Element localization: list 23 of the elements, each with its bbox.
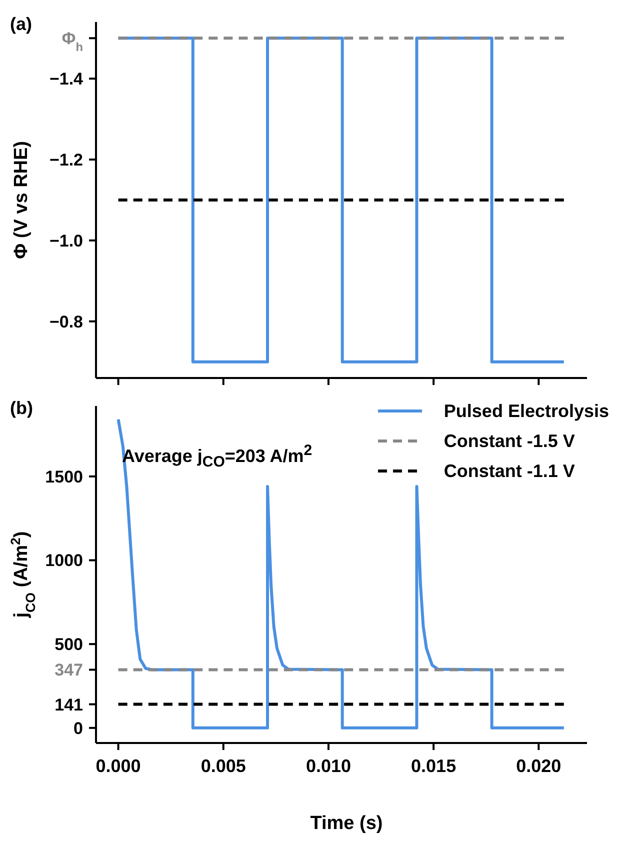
y-tick-label: −0.8 [49, 312, 83, 332]
legend-label: Constant -1.5 V [444, 430, 575, 450]
legend-label: Pulsed Electrolysis [444, 400, 609, 420]
x-axis-title: Time (s) [310, 813, 383, 834]
y-tick-label: 1500 [45, 467, 83, 486]
y-tick-label: −1.4 [49, 70, 84, 89]
y-tick-label: Φ$_{h}$ [62, 29, 83, 54]
y-tick-label: 500 [54, 635, 83, 654]
y-tick-label: 0 [74, 718, 83, 738]
y-tick-label: −1.0 [49, 231, 83, 250]
chart-title: (b) [10, 398, 33, 418]
y-axis-title: Φ (V vs RHE) [11, 140, 32, 260]
legend-label: Constant -1.1 V [444, 460, 575, 480]
y-tick-label: 141 [54, 695, 83, 714]
x-tick-label: 0.015 [411, 756, 456, 776]
x-tick-label: 0.005 [200, 756, 246, 776]
chart-title: (a) [10, 14, 32, 34]
x-tick-label: 0.020 [516, 756, 562, 776]
y-tick-label: 347 [54, 660, 83, 680]
x-tick-label: 0.000 [96, 756, 141, 776]
y-tick-label: 1000 [45, 551, 83, 570]
x-tick-label: 0.010 [306, 756, 351, 776]
y-tick-label: −1.2 [49, 150, 83, 170]
